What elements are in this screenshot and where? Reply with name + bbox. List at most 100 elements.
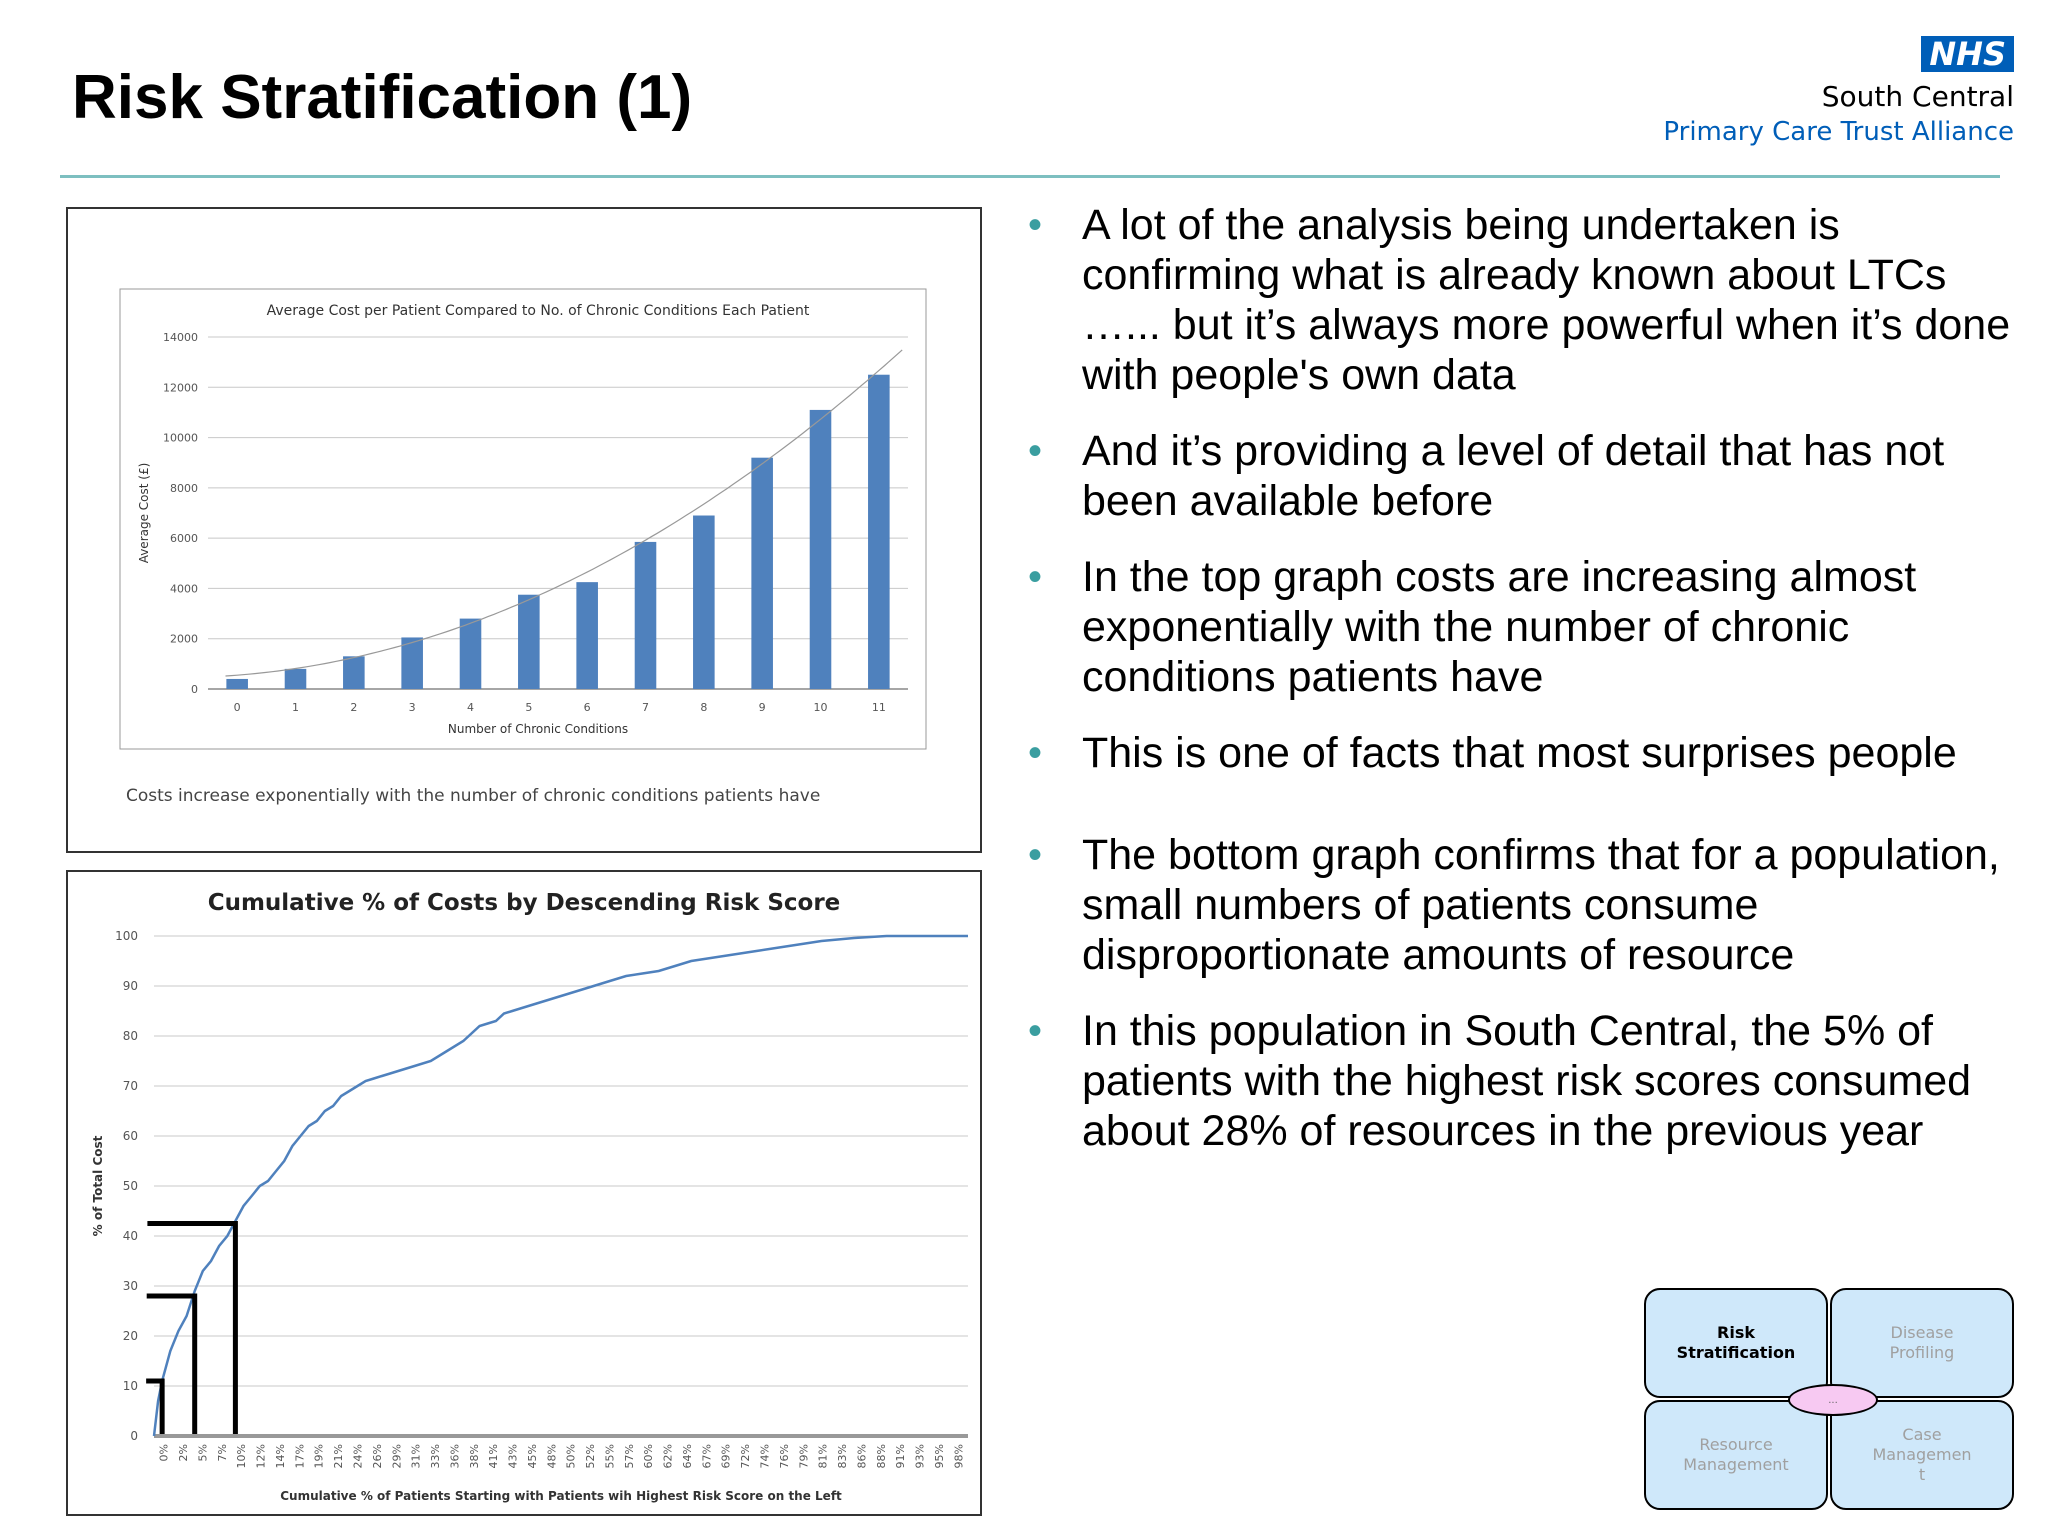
x-tick-label: 24%	[352, 1444, 365, 1468]
x-tick-label: 5%	[196, 1444, 209, 1461]
y-tick-label: 14000	[163, 331, 198, 344]
bullet-dot: •	[1028, 833, 1043, 877]
y-tick-label: 4000	[170, 582, 198, 595]
y-tick-label: 60	[123, 1129, 138, 1143]
petal-label: Case Managemen t	[1872, 1425, 1972, 1484]
line-chart: Cumulative % of Costs by Descending Risk…	[91, 890, 968, 1503]
petal-case-management[interactable]: Case Managemen t	[1830, 1400, 2014, 1510]
bar	[226, 678, 248, 689]
chart-caption: Costs increase exponentially with the nu…	[126, 786, 820, 806]
bullet-dot: •	[1028, 429, 1043, 473]
x-tick-label: 43%	[507, 1444, 520, 1468]
x-tick-label: 45%	[526, 1444, 539, 1468]
nhs-logo: NHS South Central Primary Care Trust All…	[1663, 36, 2014, 147]
x-tick-label: 11	[872, 701, 886, 714]
y-tick-label: 80	[123, 1029, 138, 1043]
x-tick-label: 2%	[177, 1444, 190, 1461]
bar	[693, 515, 715, 689]
x-tick-label: 29%	[390, 1444, 403, 1468]
x-tick-label: 57%	[623, 1444, 636, 1468]
x-tick-label: 26%	[371, 1444, 384, 1468]
bullet-dot: •	[1028, 1009, 1043, 1053]
x-tick-label: 64%	[681, 1444, 694, 1468]
petal-label: Disease Profiling	[1889, 1323, 1955, 1362]
bar-chart-panel: Average Cost per Patient Compared to No.…	[66, 207, 982, 853]
bar	[401, 637, 423, 689]
bullet-dot: •	[1028, 203, 1043, 247]
bar-chart: Average Cost per Patient Compared to No.…	[119, 288, 927, 806]
logo-line-2: Primary Care Trust Alliance	[1663, 117, 2014, 147]
x-tick-label: 33%	[429, 1444, 442, 1468]
nhs-badge: NHS	[1921, 36, 2014, 72]
bullet-text: The bottom graph confirms that for a pop…	[1082, 831, 2000, 979]
petal-label: Risk Stratification	[1676, 1323, 1796, 1362]
bar	[576, 582, 598, 689]
x-tick-label: 5	[525, 701, 532, 714]
x-tick-label: 9	[759, 701, 766, 714]
x-tick-label: 6	[584, 701, 591, 714]
x-tick-label: 10	[814, 701, 828, 714]
bullet-item: • This is one of facts that most surprise…	[1020, 728, 2020, 778]
x-tick-label: 74%	[759, 1444, 772, 1468]
petal-disease-profiling[interactable]: Disease Profiling	[1830, 1288, 2014, 1398]
line-chart-panel: Cumulative % of Costs by Descending Risk…	[66, 870, 982, 1516]
x-tick-label: 93%	[914, 1444, 927, 1468]
x-tick-label: 0	[234, 701, 241, 714]
bullet-text: And it’s providing a level of detail tha…	[1082, 427, 1945, 525]
x-tick-label: 86%	[855, 1444, 868, 1468]
x-tick-label: 79%	[797, 1444, 810, 1468]
x-tick-label: 55%	[603, 1444, 616, 1468]
x-tick-label: 52%	[584, 1444, 597, 1468]
bar	[518, 594, 540, 689]
petal-resource-management[interactable]: Resource Management	[1644, 1400, 1828, 1510]
y-tick-label: 6000	[170, 532, 198, 545]
x-tick-label: 48%	[545, 1444, 558, 1468]
x-tick-label: 69%	[720, 1444, 733, 1468]
chart-title: Average Cost per Patient Compared to No.…	[267, 303, 810, 319]
header-divider	[60, 175, 2000, 178]
y-axis-label: Average Cost (£)	[137, 463, 151, 564]
x-tick-label: 14%	[274, 1444, 287, 1468]
x-tick-label: 62%	[662, 1444, 675, 1468]
bullet-text: This is one of facts that most surprises…	[1082, 729, 1957, 777]
x-tick-label: 95%	[933, 1444, 946, 1468]
x-tick-label: 91%	[894, 1444, 907, 1468]
bullet-text: In this population in South Central, the…	[1082, 1007, 1972, 1155]
x-tick-label: 88%	[875, 1444, 888, 1468]
navigation-petal-diagram: Risk Stratification Disease Profiling Re…	[1644, 1288, 2022, 1520]
y-tick-label: 90	[123, 979, 138, 993]
petal-center-label: ...	[1828, 1394, 1838, 1406]
petal-risk-stratification[interactable]: Risk Stratification	[1644, 1288, 1828, 1398]
x-tick-label: 83%	[836, 1444, 849, 1468]
reference-marker	[147, 1221, 238, 1434]
x-tick-label: 4	[467, 701, 474, 714]
bar	[751, 457, 773, 689]
y-tick-label: 10	[123, 1379, 138, 1393]
y-tick-label: 10000	[163, 432, 198, 445]
bullet-text: A lot of the analysis being undertaken i…	[1082, 201, 2011, 399]
y-tick-label: 12000	[163, 381, 198, 394]
logo-line-1: South Central	[1821, 80, 2014, 113]
y-tick-label: 30	[123, 1279, 138, 1293]
y-tick-label: 50	[123, 1179, 138, 1193]
bullet-item: • A lot of the analysis being undertaken …	[1020, 200, 2020, 400]
y-tick-label: 2000	[170, 633, 198, 646]
y-tick-label: 40	[123, 1229, 138, 1243]
x-tick-label: 21%	[332, 1444, 345, 1468]
bullet-item: • And it’s providing a level of detail th…	[1020, 426, 2020, 526]
y-axis-label: % of Total Cost	[91, 1135, 105, 1236]
petal-center-ellipse[interactable]: ...	[1788, 1384, 1878, 1416]
x-tick-label: 60%	[642, 1444, 655, 1468]
x-tick-label: 12%	[255, 1444, 268, 1468]
x-tick-label: 3	[409, 701, 416, 714]
petal-label: Resource Management	[1683, 1435, 1789, 1474]
bullet-dot: •	[1028, 555, 1043, 599]
bar	[343, 656, 365, 689]
reference-marker	[146, 1293, 198, 1434]
x-tick-label: 8	[700, 701, 707, 714]
x-tick-label: 72%	[739, 1444, 752, 1468]
x-tick-label: 0%	[158, 1444, 171, 1461]
bullet-item: • The bottom graph confirms that for a po…	[1020, 830, 2020, 980]
bullet-dot: •	[1028, 731, 1043, 775]
y-tick-label: 20	[123, 1329, 138, 1343]
